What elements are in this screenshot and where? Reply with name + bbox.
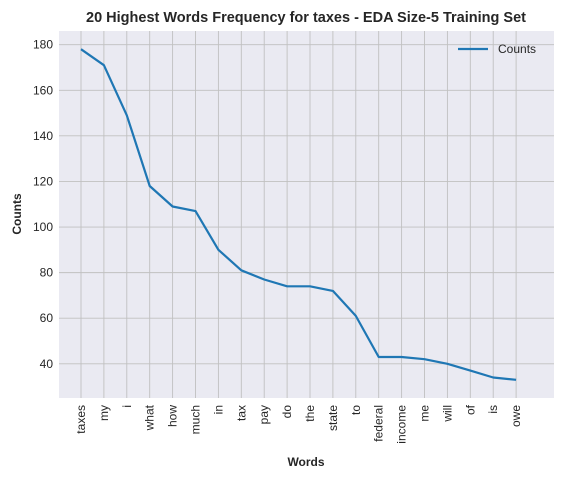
- legend: Counts: [458, 42, 536, 56]
- chart-title: 20 Highest Words Frequency for taxes - E…: [86, 10, 526, 26]
- x-axis: taxes my i what how much in tax pay do the state to f…: [74, 404, 523, 443]
- x-tick-label: will: [440, 405, 454, 423]
- y-tick-label: 120: [33, 174, 53, 188]
- x-tick-label: taxes: [74, 405, 88, 434]
- y-tick-label: 60: [40, 311, 54, 325]
- x-tick-label: i: [120, 405, 134, 408]
- x-tick-label: tax: [234, 405, 248, 421]
- x-tick-label: state: [326, 405, 340, 431]
- x-tick-label: is: [486, 405, 500, 414]
- x-tick-label: do: [280, 405, 294, 419]
- x-tick-label: federal: [372, 405, 386, 442]
- x-tick-label: owe: [509, 405, 523, 427]
- y-tick-label: 40: [40, 357, 54, 371]
- legend-label: Counts: [498, 42, 536, 56]
- x-tick-label: me: [418, 405, 432, 422]
- y-tick-label: 100: [33, 220, 53, 234]
- x-tick-label: my: [97, 405, 111, 421]
- y-tick-label: 160: [33, 83, 53, 97]
- x-tick-label: what: [143, 404, 157, 431]
- y-axis: 40 60 80 100 120 140 160 180: [33, 38, 53, 371]
- y-axis-label: Counts: [10, 193, 24, 235]
- x-tick-label: the: [303, 405, 317, 422]
- grid: [59, 31, 554, 398]
- x-tick-label: of: [463, 404, 477, 415]
- y-tick-label: 180: [33, 38, 53, 52]
- plot-area: [59, 31, 554, 398]
- x-axis-label: Words: [287, 455, 324, 469]
- y-tick-label: 140: [33, 129, 53, 143]
- x-tick-label: to: [349, 405, 363, 415]
- x-tick-label: pay: [257, 405, 271, 424]
- x-tick-label: much: [189, 405, 203, 434]
- x-tick-label: income: [395, 405, 409, 444]
- y-tick-label: 80: [40, 266, 54, 280]
- x-tick-label: how: [166, 405, 180, 427]
- x-tick-label: in: [211, 405, 225, 414]
- series-line-counts: [80, 48, 517, 381]
